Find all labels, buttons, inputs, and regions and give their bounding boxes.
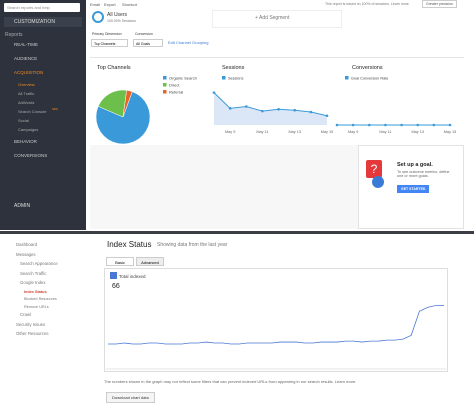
nav-item[interactable]: Messages — [16, 251, 36, 257]
goal-title: Set up a goal. — [397, 162, 433, 168]
point — [400, 123, 403, 127]
legend-swatch — [222, 76, 226, 80]
point — [244, 105, 248, 108]
x-tick-label: May 13 — [411, 130, 423, 134]
point — [448, 123, 452, 127]
x-tick-label: May 11 — [379, 130, 391, 134]
new-badge: NEW — [52, 108, 58, 111]
index-status-subtitle: Showing data from the last year — [157, 242, 228, 248]
point — [212, 91, 216, 94]
nav-item[interactable]: Remove URLs — [24, 304, 49, 309]
conversion-label: Conversion — [135, 32, 153, 36]
point — [293, 108, 297, 112]
point — [309, 110, 313, 114]
x-tick-label: May 9 — [348, 130, 358, 134]
analytics-screen: Search reports and help CUSTOMIZATION Re… — [0, 0, 464, 230]
export-button[interactable]: Export — [104, 2, 116, 7]
conversion-select[interactable]: All Goals — [133, 39, 163, 47]
point — [325, 114, 329, 118]
nav-item[interactable]: Dashboard — [16, 242, 38, 247]
legend-value: 66 — [112, 283, 120, 290]
point — [367, 123, 371, 127]
point — [416, 123, 420, 127]
sampling-note: This report is based on 100% of sessions… — [325, 2, 409, 6]
x-tick-label: May 15 — [321, 130, 333, 134]
nav-item[interactable]: Search Appearance — [20, 261, 58, 266]
segment-share: 100.00% Sessions — [107, 19, 136, 23]
reports-label: Reports — [5, 32, 23, 38]
segment-name[interactable]: All Users — [107, 12, 128, 18]
legend-label: Sessions — [228, 76, 244, 80]
legend-swatch — [163, 83, 167, 87]
download-button[interactable]: Download chart data — [106, 392, 155, 403]
point — [384, 123, 387, 127]
nav-item[interactable]: Social — [18, 118, 29, 123]
point — [432, 123, 436, 127]
index-chart: Total indexed 66 — [106, 274, 446, 370]
point — [228, 107, 232, 110]
customization[interactable]: CUSTOMIZATION — [14, 19, 55, 25]
nav-item[interactable]: Google Index — [20, 280, 46, 285]
nav-item[interactable]: Crawl — [20, 312, 31, 317]
nav-item[interactable]: Security Issues — [16, 321, 46, 327]
nav-item[interactable]: All Traffic — [18, 91, 35, 96]
x-tick-label: May 11 — [256, 130, 268, 134]
admin[interactable]: ADMIN — [14, 203, 31, 209]
legend-label: Total indexed — [119, 274, 146, 279]
pie-slice — [95, 91, 151, 145]
legend-swatch — [345, 76, 349, 80]
line — [108, 305, 444, 345]
legend-swatch — [163, 76, 167, 80]
chart-title: Conversions — [352, 65, 383, 71]
tab[interactable]: Advanced — [136, 257, 164, 266]
nav-section[interactable]: AUDIENCE — [14, 56, 38, 61]
tab[interactable]: Basic — [106, 257, 134, 266]
nav-item[interactable]: Overview — [18, 82, 35, 87]
chart-title: Top Channels — [97, 65, 131, 71]
point — [277, 107, 280, 111]
legend-label: Goal Conversion Rate — [351, 76, 388, 80]
nav-section[interactable]: ACQUISITION — [14, 70, 44, 75]
index-note: The numbers shown in the graph may not r… — [104, 379, 357, 384]
nav-item[interactable]: Index Status — [24, 289, 47, 294]
get-started-button[interactable]: GET STARTED — [397, 185, 430, 193]
nav-item[interactable]: Search Traffic — [20, 270, 47, 276]
point — [335, 123, 339, 127]
nav-item[interactable]: Blocked Resources — [24, 297, 57, 301]
primary-dimension-label: Primary Dimension — [92, 32, 122, 36]
nav-item[interactable]: Campaigns — [18, 127, 39, 132]
add-segment[interactable]: + Add Segment — [255, 15, 290, 21]
index-status-title: Index Status — [107, 240, 152, 249]
x-tick-label: May 9 — [225, 130, 235, 134]
x-tick-label: May 15 — [444, 130, 456, 134]
x-tick-label: May 13 — [288, 130, 300, 134]
nav-section[interactable]: REAL-TIME — [14, 42, 39, 47]
legend-label: Direct — [169, 82, 180, 87]
goal-text: To see outcome metrics, define one or mo… — [397, 170, 450, 178]
line-area — [214, 92, 327, 125]
nav-item[interactable]: AdWords — [18, 100, 35, 105]
point — [351, 123, 355, 127]
nav-item[interactable]: Other Resources — [16, 331, 49, 336]
precision-button[interactable]: Greater precision — [422, 0, 457, 8]
legend-label: Organic Search — [169, 75, 197, 80]
point — [261, 109, 264, 113]
nav-item[interactable]: Search Console — [18, 109, 47, 114]
primary-dimension-select[interactable]: Top Channels — [91, 39, 128, 47]
pie-slice — [97, 89, 127, 118]
legend-swatch — [163, 90, 167, 94]
line — [213, 92, 328, 117]
pie-slice — [122, 89, 133, 118]
shortcut-button[interactable]: Shortcut — [122, 2, 137, 7]
nav-section[interactable]: CONVERSIONS — [14, 153, 48, 158]
sidebar: Search reports and help CUSTOMIZATION Re… — [0, 0, 86, 230]
edit-channel-grouping[interactable]: Edit Channel Grouping — [168, 40, 209, 45]
nav-section[interactable]: BEHAVIOR — [14, 139, 37, 144]
legend-label: Referral — [169, 89, 183, 94]
email-button[interactable]: Email — [90, 2, 101, 7]
search-console-screen: Index Status Showing data from the last … — [0, 231, 474, 407]
chart-title: Sessions — [222, 65, 245, 71]
search-box[interactable]: Search reports and help — [4, 3, 80, 12]
